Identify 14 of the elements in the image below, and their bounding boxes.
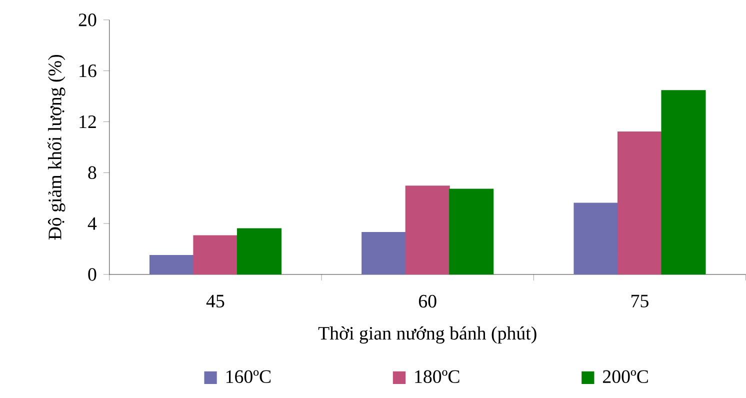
y-tick-label: 20 bbox=[78, 14, 96, 26]
y-tick-label: 16 bbox=[80, 64, 96, 78]
y-tick-label: 12 bbox=[80, 116, 96, 128]
y-tick-label: 4 bbox=[88, 217, 97, 230]
legend-label: 200ºC bbox=[603, 370, 648, 384]
x-tick-label: 60 bbox=[418, 294, 436, 308]
x-tick-label: 75 bbox=[632, 294, 648, 308]
legend-label: 180ºC bbox=[415, 370, 460, 384]
legend-label: 160ºC bbox=[226, 370, 271, 384]
x-tick-label: 45 bbox=[206, 294, 224, 308]
x-axis-title: Thời gian nướng bánh (phút) bbox=[318, 326, 536, 344]
y-tick-label: 8 bbox=[88, 166, 96, 180]
y-axis-title: Độ giảm khối lượng (%) bbox=[47, 55, 66, 240]
y-tick-label: 0 bbox=[88, 268, 96, 281]
